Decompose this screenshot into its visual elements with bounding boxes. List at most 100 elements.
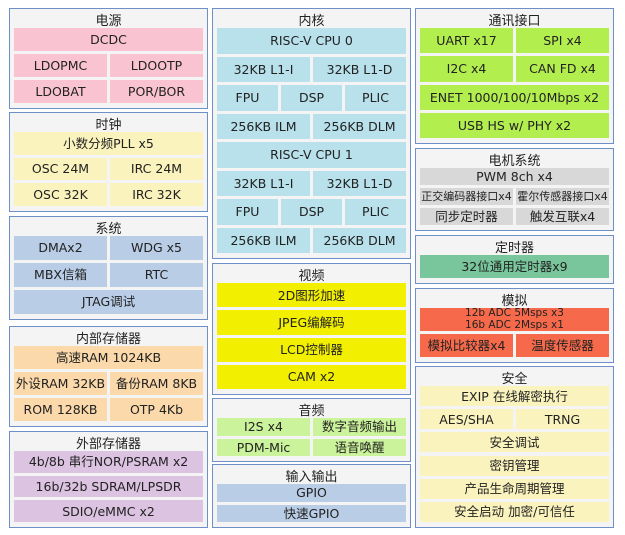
block: RTC — [110, 263, 203, 287]
block: PLIC — [345, 199, 406, 225]
block: DMAx2 — [14, 236, 107, 260]
block: PWM 8ch x4 — [420, 168, 609, 185]
section-title: 输入输出 — [285, 470, 338, 485]
block: 外设RAM 32KB — [14, 372, 107, 395]
section: 通讯接口 UART x17 SPI x4 I2C x4 CAN FD x4 ENET 10… — [415, 8, 614, 144]
block: 安全启动 加密/可信任 — [420, 501, 609, 522]
block: 32KB L1-D — [313, 170, 406, 196]
block: LDOBAT — [14, 80, 107, 103]
section: 定时器 32位通用定时器x9 — [415, 235, 614, 284]
block: 快速GPIO — [217, 504, 406, 522]
section-title: 内部存储器 — [75, 332, 141, 347]
block: 产品生命周期管理 — [420, 478, 609, 499]
block: 正交编码器接口x4 — [420, 188, 513, 205]
block: IRC 24M — [110, 157, 203, 181]
block: 触发互联x4 — [516, 208, 609, 225]
section: 视频 2D图形加速 JPEG编解码 LCD控制器 CAM x2 — [212, 263, 411, 395]
block: SPI x4 — [516, 28, 609, 54]
block: GPIO — [217, 484, 406, 502]
block: PDM-Mic — [217, 438, 310, 456]
section: 时钟 小数分频PLL x5 OSC 24M IRC 24M OSC 32K IRC 32K — [9, 112, 208, 212]
block: JTAG调试 — [14, 290, 203, 314]
section-title: 电源 — [95, 14, 122, 29]
section: 外部存储器 4b/8b 串行NOR/PSRAM x2 16b/32b SDRAM/L… — [9, 431, 208, 528]
section-title: 通讯接口 — [488, 14, 541, 29]
block: UART x17 — [420, 28, 513, 54]
block: 霍尔传感器接口x4 — [516, 188, 609, 205]
block: DCDC — [14, 28, 203, 51]
block: OSC 32K — [14, 183, 107, 206]
block: 密钥管理 — [420, 455, 609, 476]
section: 输入输出 GPIO 快速GPIO — [212, 464, 411, 528]
section-title: 视频 — [298, 269, 325, 284]
block: 模拟比较器x4 — [420, 334, 513, 357]
block: CAM x2 — [217, 364, 406, 389]
block: LDOPMC — [14, 54, 107, 77]
block: 16b/32b SDRAM/LPSDR — [14, 475, 203, 498]
section-title: 内核 — [298, 14, 325, 29]
section-title: 系统 — [95, 222, 122, 237]
block: AES/SHA — [420, 409, 513, 430]
block: 安全调试 — [420, 432, 609, 453]
section-title: 安全 — [501, 372, 528, 387]
block: FPU — [217, 199, 278, 225]
block: 32位通用定时器x9 — [420, 255, 609, 278]
block: 32KB L1-I — [217, 170, 310, 196]
section-title: 时钟 — [95, 118, 122, 133]
block: I2C x4 — [420, 56, 513, 82]
block: OTP 4Kb — [110, 398, 203, 421]
block: DSP — [281, 85, 342, 111]
block: 12b ADC 5Msps x3 16b ADC 2Msps x1 — [420, 308, 609, 331]
section-title: 模拟 — [501, 294, 528, 309]
block: USB HS w/ PHY x2 — [420, 112, 609, 138]
block: RISC-V CPU 0 — [217, 28, 406, 54]
block: 4b/8b 串行NOR/PSRAM x2 — [14, 451, 203, 473]
section: 安全 EXIP 在线解密执行 AES/SHA TRNG 安全调试 密钥管理 产品生命周期管理… — [415, 366, 614, 528]
block: 256KB DLM — [313, 113, 406, 139]
section: 系统 DMAx2 WDG x5 MBX信箱 RTC JTAG调试 — [9, 216, 208, 320]
block: 数字音频输出 — [313, 418, 406, 436]
block: PLIC — [345, 85, 406, 111]
block: 256KB ILM — [217, 113, 310, 139]
section: 电机系统 PWM 8ch x4 正交编码器接口x4 霍尔传感器接口x4 同步定时器 触发互… — [415, 148, 614, 231]
block: LCD控制器 — [217, 337, 406, 362]
block: 256KB DLM — [313, 227, 406, 253]
block: RISC-V CPU 1 — [217, 142, 406, 168]
block: 小数分频PLL x5 — [14, 132, 203, 155]
block: WDG x5 — [110, 236, 203, 260]
block: 2D图形加速 — [217, 283, 406, 308]
section: 模拟 12b ADC 5Msps x3 16b ADC 2Msps x1 模拟比较器… — [415, 288, 614, 363]
block: CAN FD x4 — [516, 56, 609, 82]
section: 音频 I2S x4 数字音频输出 PDM-Mic 语音唤醒 — [212, 398, 411, 462]
section-title: 定时器 — [494, 241, 534, 256]
block: 同步定时器 — [420, 208, 513, 225]
block: 高速RAM 1024KB — [14, 346, 203, 369]
section: 内核 RISC-V CPU 0 32KB L1-I 32KB L1-D FPU DSP PL… — [212, 8, 411, 259]
section-title: 音频 — [298, 404, 325, 419]
block: 温度传感器 — [516, 334, 609, 357]
section-title: 电机系统 — [488, 154, 541, 169]
block: 备份RAM 8KB — [110, 372, 203, 395]
block: IRC 32K — [110, 183, 203, 206]
block: LDOOTP — [110, 54, 203, 77]
block: DSP — [281, 199, 342, 225]
block: ENET 1000/100/10Mbps x2 — [420, 84, 609, 110]
section: 电源 DCDC LDOPMC LDOOTP LDOBAT POR/BOR — [9, 8, 208, 109]
block: EXIP 在线解密执行 — [420, 386, 609, 407]
block: 语音唤醒 — [313, 438, 406, 456]
block: I2S x4 — [217, 418, 310, 436]
block: POR/BOR — [110, 80, 203, 103]
section: 内部存储器 高速RAM 1024KB 外设RAM 32KB 备份RAM 8KB ROM … — [9, 326, 208, 427]
block: OSC 24M — [14, 157, 107, 181]
block: 32KB L1-I — [217, 56, 310, 82]
section-title: 外部存储器 — [75, 437, 141, 452]
block: FPU — [217, 85, 278, 111]
block: MBX信箱 — [14, 263, 107, 287]
block: 256KB ILM — [217, 227, 310, 253]
block: SDIO/eMMC x2 — [14, 500, 203, 522]
block: ROM 128KB — [14, 398, 107, 421]
block: 32KB L1-D — [313, 56, 406, 82]
block: TRNG — [516, 409, 609, 430]
block: JPEG编解码 — [217, 310, 406, 335]
